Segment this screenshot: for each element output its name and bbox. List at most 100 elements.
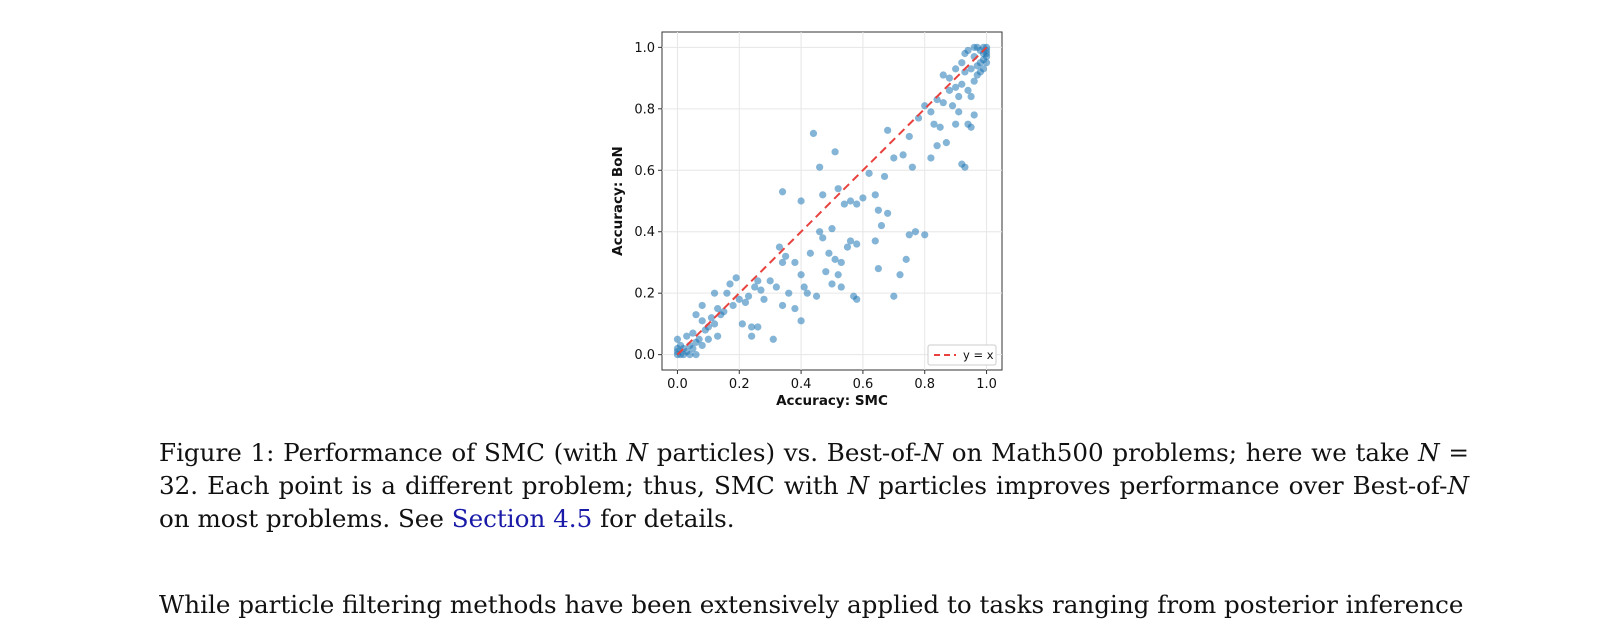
data-point: [816, 163, 824, 171]
caption-text: for details.: [592, 504, 735, 533]
y-tick-label: 0.2: [634, 287, 655, 302]
data-point: [967, 123, 975, 131]
data-point: [704, 335, 712, 343]
data-point: [846, 197, 855, 205]
data-point: [834, 185, 842, 193]
data-point: [905, 132, 913, 141]
data-point: [710, 289, 719, 297]
data-point: [686, 351, 694, 359]
caption-var: N: [921, 438, 944, 467]
data-point: [908, 163, 916, 171]
data-point: [899, 151, 907, 159]
data-point: [884, 126, 892, 134]
data-point: [970, 77, 978, 85]
data-point: [964, 46, 972, 55]
data-point: [880, 172, 889, 181]
data-point: [853, 240, 861, 248]
data-point: [843, 243, 852, 251]
data-point: [871, 191, 879, 199]
y-tick-label: 0.4: [634, 225, 655, 240]
caption-var: N: [1447, 471, 1469, 500]
data-point: [982, 49, 991, 58]
x-tick-label: 0.8: [914, 377, 935, 392]
data-point: [970, 43, 978, 51]
data-point: [939, 71, 947, 79]
data-point: [952, 83, 960, 91]
data-point: [822, 268, 830, 276]
data-point: [782, 252, 790, 260]
data-point: [914, 114, 923, 122]
data-point: [689, 329, 697, 337]
data-point: [865, 169, 873, 177]
data-point: [933, 96, 941, 104]
x-tick-label: 0.4: [791, 377, 812, 392]
data-point: [955, 108, 963, 116]
data-point: [945, 86, 954, 94]
data-point: [809, 129, 818, 137]
data-point: [778, 188, 787, 196]
data-point: [757, 286, 765, 294]
section-link[interactable]: Section 4.5: [451, 504, 593, 533]
data-point: [819, 191, 827, 199]
data-point: [735, 295, 743, 303]
data-point: [729, 301, 737, 310]
data-point: [707, 314, 716, 322]
data-point: [970, 111, 978, 119]
data-point: [825, 249, 833, 257]
data-point: [738, 320, 746, 328]
data-point: [714, 332, 722, 340]
data-point: [976, 68, 984, 76]
caption-var: N: [1418, 438, 1440, 467]
data-point: [754, 323, 762, 331]
data-point: [754, 277, 762, 285]
data-point: [816, 228, 824, 236]
data-point: [942, 139, 950, 147]
data-point: [714, 304, 722, 313]
caption-text: particles improves performance over Best…: [869, 471, 1448, 500]
x-tick-label: 0.6: [853, 377, 874, 392]
data-point: [831, 255, 839, 263]
data-point: [846, 237, 855, 245]
data-point: [979, 56, 988, 64]
data-point: [748, 323, 756, 331]
data-point: [859, 194, 867, 202]
data-point: [890, 154, 898, 162]
data-point: [952, 120, 960, 128]
data-point: [874, 206, 882, 214]
data-point: [698, 317, 706, 325]
data-point: [896, 271, 904, 279]
data-point: [797, 317, 805, 325]
data-point: [695, 335, 703, 343]
x-tick-label: 0.0: [667, 377, 688, 392]
data-point: [948, 102, 957, 110]
data-point: [967, 92, 975, 101]
data-point: [692, 351, 700, 359]
data-point: [720, 308, 728, 316]
data-point: [710, 320, 719, 328]
data-point: [955, 92, 963, 101]
data-point: [791, 304, 799, 313]
scatter-chart: 0.0 0.2 0.4 0.6 0.8 1.0 0.0 0.2 0.4 0.6 0.8 1.0 Acc…: [610, 31, 1003, 409]
caption-var: N: [626, 438, 649, 467]
caption-text: on most problems. See: [159, 504, 452, 533]
data-point: [936, 123, 944, 131]
y-tick-label: 1.0: [634, 41, 655, 56]
caption-text: particles) vs. Best-of-: [648, 438, 922, 467]
data-point: [871, 237, 879, 245]
data-point: [778, 258, 787, 267]
data-point: [927, 154, 935, 162]
data-point: [766, 277, 774, 285]
data-point: [921, 231, 929, 239]
data-point: [939, 99, 947, 107]
data-point: [751, 283, 759, 291]
data-point: [958, 80, 966, 88]
data-point: [890, 292, 898, 300]
data-point: [837, 283, 845, 291]
data-point: [831, 148, 839, 156]
caption-text: on Math500 problems; here we take: [943, 438, 1419, 467]
data-point: [726, 280, 734, 288]
data-point: [933, 142, 941, 150]
x-tick-label: 0.2: [729, 377, 750, 392]
data-point: [769, 335, 777, 343]
data-point: [812, 292, 821, 300]
